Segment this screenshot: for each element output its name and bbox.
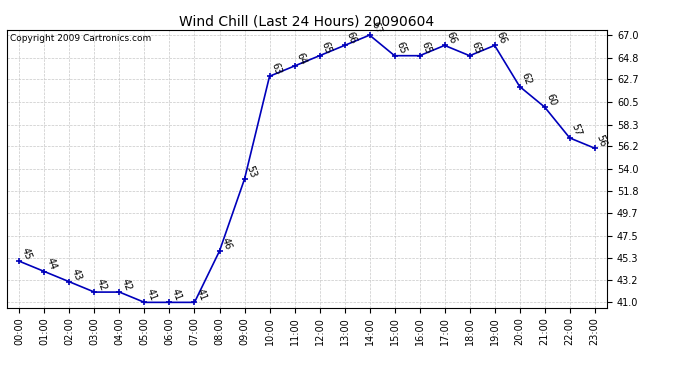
Text: 66: 66 <box>344 30 358 45</box>
Text: 46: 46 <box>219 236 233 251</box>
Text: 65: 65 <box>319 40 333 56</box>
Text: 56: 56 <box>595 133 609 148</box>
Text: Copyright 2009 Cartronics.com: Copyright 2009 Cartronics.com <box>10 34 151 43</box>
Text: 45: 45 <box>19 246 33 261</box>
Text: 60: 60 <box>544 92 558 107</box>
Text: 66: 66 <box>495 30 509 45</box>
Text: 42: 42 <box>119 277 133 292</box>
Text: 63: 63 <box>270 62 283 76</box>
Text: 65: 65 <box>395 40 408 56</box>
Text: 65: 65 <box>420 40 433 56</box>
Text: 44: 44 <box>44 256 58 272</box>
Text: 57: 57 <box>570 123 583 138</box>
Text: 43: 43 <box>70 267 83 282</box>
Text: 41: 41 <box>195 287 208 302</box>
Title: Wind Chill (Last 24 Hours) 20090604: Wind Chill (Last 24 Hours) 20090604 <box>179 15 435 29</box>
Text: 41: 41 <box>144 287 158 302</box>
Text: 67: 67 <box>370 20 383 35</box>
Text: 41: 41 <box>170 287 183 302</box>
Text: 42: 42 <box>95 277 108 292</box>
Text: 62: 62 <box>520 72 533 87</box>
Text: 66: 66 <box>444 30 458 45</box>
Text: 53: 53 <box>244 164 258 179</box>
Text: 64: 64 <box>295 51 308 66</box>
Text: 65: 65 <box>470 40 483 56</box>
